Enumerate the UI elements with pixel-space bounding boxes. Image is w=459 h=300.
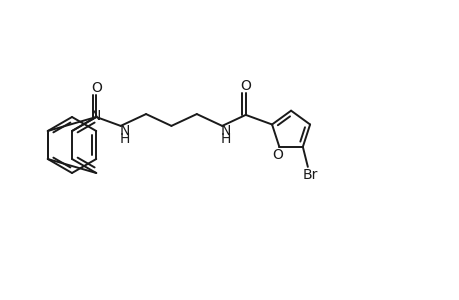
- Text: N: N: [91, 109, 101, 123]
- Text: N: N: [119, 124, 129, 138]
- Text: H: H: [119, 132, 129, 146]
- Text: O: O: [90, 81, 101, 95]
- Text: N: N: [220, 124, 231, 138]
- Text: H: H: [220, 132, 231, 146]
- Text: O: O: [240, 79, 251, 93]
- Text: O: O: [271, 148, 282, 162]
- Text: Br: Br: [302, 168, 317, 182]
